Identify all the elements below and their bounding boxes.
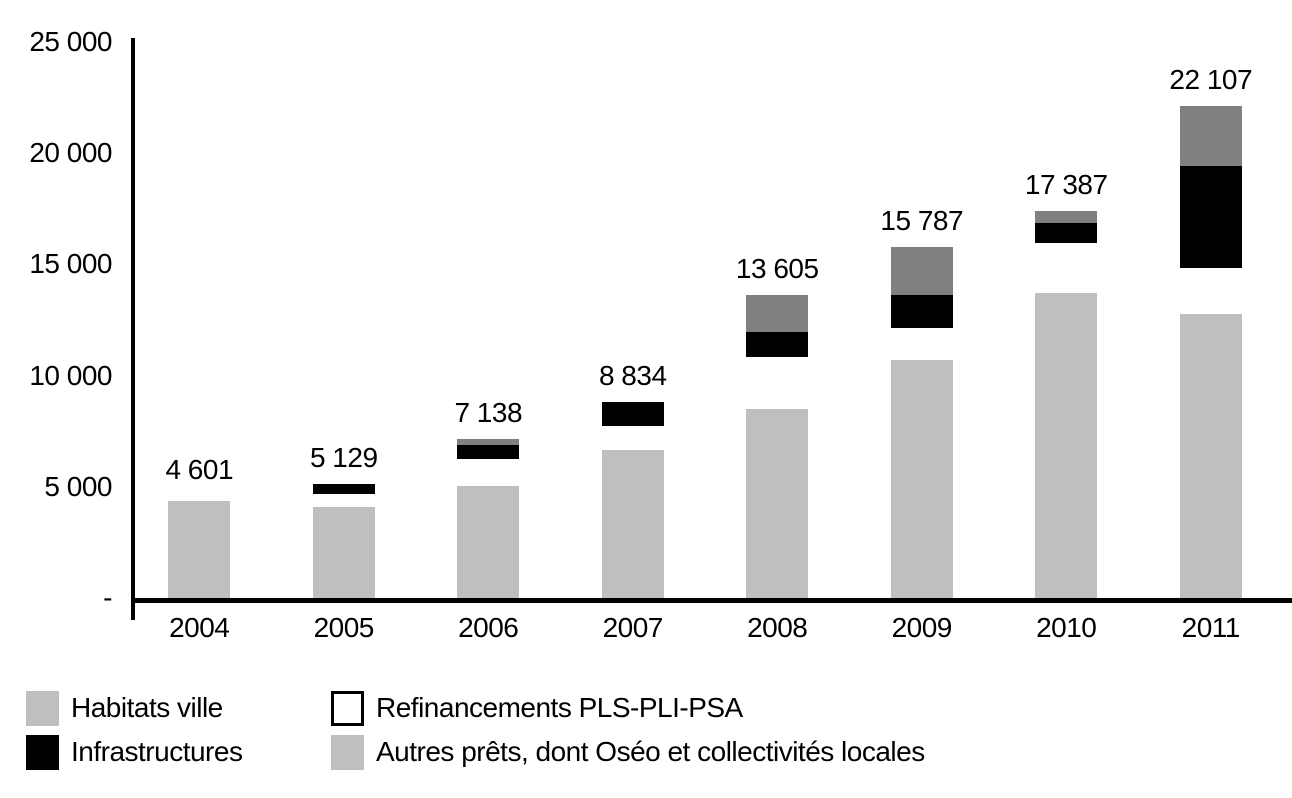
- autres-prets-swatch-icon: [331, 734, 364, 770]
- bar-total-label: 15 787: [880, 204, 964, 236]
- x-tick-label-2006: 2006: [458, 612, 519, 643]
- bar-segment-refinancements: [312, 494, 375, 507]
- bar-segment-habitats-ville: [890, 360, 953, 598]
- y-tick-label: 25 000: [29, 26, 112, 57]
- y-tick-label: 20 000: [29, 137, 112, 169]
- x-axis-labels: 2004 2005 2006 2007 2008 2009 2010 2011: [127, 612, 1283, 644]
- bar-segment-autres-prets: [746, 295, 809, 333]
- bar-category-2008: 13 605: [705, 42, 850, 598]
- bar-category-2004: 4 601: [127, 42, 272, 598]
- stacked-bar-2005: [312, 483, 375, 598]
- bar-segment-infrastructures: [457, 444, 520, 460]
- bar-segment-refinancements: [746, 356, 809, 409]
- bar-segment-autres-prets: [890, 246, 953, 296]
- bar-segment-habitats-ville: [1179, 314, 1242, 598]
- bar-segment-refinancements: [601, 426, 664, 451]
- bar-segment-habitats-ville: [746, 408, 809, 598]
- bar-total-label: 5 129: [309, 441, 378, 473]
- stacked-bar-2009: [890, 246, 953, 598]
- habitats-ville-swatch-icon: [26, 690, 59, 726]
- bar-total-label: 17 387: [1024, 169, 1108, 201]
- bar-segment-refinancements: [890, 328, 953, 361]
- infrastructures-swatch-icon: [26, 734, 59, 770]
- y-tick-label: 10 000: [29, 359, 112, 391]
- bar-segment-refinancements: [1179, 267, 1242, 314]
- bar-segment-refinancements: [168, 495, 231, 501]
- bar-segment-habitats-ville: [457, 486, 520, 598]
- x-tick-label-2011: 2011: [1181, 612, 1241, 643]
- legend-item-habitats-ville: Habitats ville: [26, 690, 331, 726]
- x-tick-label-2007: 2007: [602, 612, 664, 643]
- bar-segment-infrastructures: [746, 332, 809, 357]
- bar-total-label: 7 138: [454, 397, 523, 429]
- bar-segment-autres-prets: [457, 439, 520, 445]
- x-tick-label-2008: 2008: [747, 612, 808, 643]
- legend-item-infrastructures: Infrastructures: [26, 734, 331, 770]
- bar-total-label: 4 601: [165, 453, 234, 485]
- bar-segment-autres-prets: [1035, 211, 1098, 224]
- y-axis-line: [131, 38, 135, 620]
- x-tick-label-2005: 2005: [313, 612, 375, 643]
- bar-segment-autres-prets: [1179, 106, 1242, 166]
- bar-segment-habitats-ville: [168, 500, 231, 598]
- stacked-bar-2007: [601, 401, 664, 598]
- refinancements-swatch-icon: [331, 690, 364, 726]
- bar-segment-infrastructures: [312, 483, 375, 495]
- bar-segment-infrastructures: [1035, 223, 1098, 244]
- bar-segment-infrastructures: [890, 295, 953, 329]
- stacked-bar-2010: [1035, 211, 1098, 598]
- y-tick-label: 5 000: [44, 470, 112, 502]
- y-axis-labels: 25 000 20 000 15 000 10 000 5 000 -: [0, 26, 112, 613]
- stacked-bar-2011: [1179, 106, 1242, 598]
- bar-segment-infrastructures: [601, 401, 664, 427]
- stacked-bar-2004: [168, 495, 231, 598]
- legend-label: Refinancements PLS-PLI-PSA: [376, 692, 743, 723]
- legend-item-refinancements: Refinancements PLS-PLI-PSA: [331, 690, 925, 726]
- bar-category-2006: 7 138: [416, 42, 561, 598]
- bar-segment-habitats-ville: [312, 506, 375, 598]
- bar-category-2010: 17 387: [994, 42, 1139, 598]
- bar-segment-habitats-ville: [1035, 293, 1098, 598]
- x-tick-label-2010: 2010: [1036, 612, 1097, 643]
- stacked-bar-2006: [457, 439, 520, 598]
- legend-item-autres-prets: Autres prêts, dont Oséo et collectivités…: [331, 734, 925, 770]
- x-tick-label-2009: 2009: [891, 612, 953, 643]
- plot-area: 4 601 5 129 7 138 8 834 13 605 15 787 17 387 22…: [127, 42, 1283, 598]
- bar-total-label: 13 605: [735, 253, 819, 285]
- bar-segment-habitats-ville: [601, 450, 664, 598]
- bar-segment-refinancements: [1035, 243, 1098, 294]
- y-tick-label: -: [103, 582, 112, 613]
- legend-label: Autres prêts, dont Oséo et collectivités…: [376, 736, 925, 767]
- y-tick-label: 15 000: [29, 248, 112, 280]
- bar-category-2009: 15 787: [850, 42, 995, 598]
- x-axis-line: [131, 598, 1292, 603]
- legend: Habitats ville Refinancements PLS-PLI-PS…: [26, 690, 925, 770]
- bar-category-2005: 5 129: [272, 42, 417, 598]
- bar-segment-infrastructures: [1179, 165, 1242, 268]
- bar-category-2011: 22 107: [1139, 42, 1284, 598]
- legend-label: Habitats ville: [71, 692, 223, 723]
- bar-category-2007: 8 834: [561, 42, 706, 598]
- legend-label: Infrastructures: [71, 736, 243, 767]
- bar-segment-refinancements: [457, 459, 520, 487]
- x-tick-label-2004: 2004: [169, 612, 230, 643]
- bar-total-label: 8 834: [598, 359, 667, 391]
- stacked-bar-2008: [746, 295, 809, 598]
- bar-total-label: 22 107: [1169, 64, 1253, 96]
